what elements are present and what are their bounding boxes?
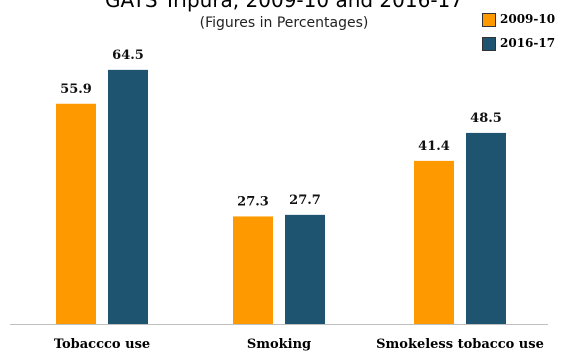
- legend-label-series-1: 2009-10: [500, 12, 556, 26]
- legend-item-series-2: 2016-17: [482, 36, 568, 54]
- data-label-2-1: 64.5: [112, 48, 144, 63]
- bar-2-1: [108, 69, 148, 325]
- data-label-2-2: 27.7: [289, 193, 321, 208]
- chart-title: GATS Tripura, 2009-10 and 2016-17: [105, 0, 463, 12]
- category-label-2: Smoking: [247, 337, 311, 352]
- legend-item-series-1: 2009-10: [482, 12, 568, 30]
- legend-swatch-series-1: [482, 13, 496, 27]
- bar-1-1: [56, 103, 96, 324]
- legend-label-series-2: 2016-17: [500, 36, 556, 50]
- data-label-2-3: 48.5: [470, 111, 502, 126]
- data-label-1-3: 41.4: [418, 139, 450, 154]
- chart-subtitle: (Figures in Percentages): [199, 15, 369, 31]
- bar-1-3: [414, 160, 454, 324]
- data-label-1-2: 27.3: [237, 194, 269, 209]
- data-label-1-1: 55.9: [60, 82, 92, 97]
- bar-2-3: [466, 132, 506, 324]
- bar-2-2: [285, 214, 325, 324]
- legend: 2009-10 2016-17: [482, 12, 568, 60]
- legend-swatch-series-2: [482, 37, 496, 51]
- category-label-1: Tobaccco use: [54, 337, 150, 352]
- bar-1-2: [233, 216, 273, 324]
- category-label-3: Smokeless tobacco use: [376, 337, 544, 352]
